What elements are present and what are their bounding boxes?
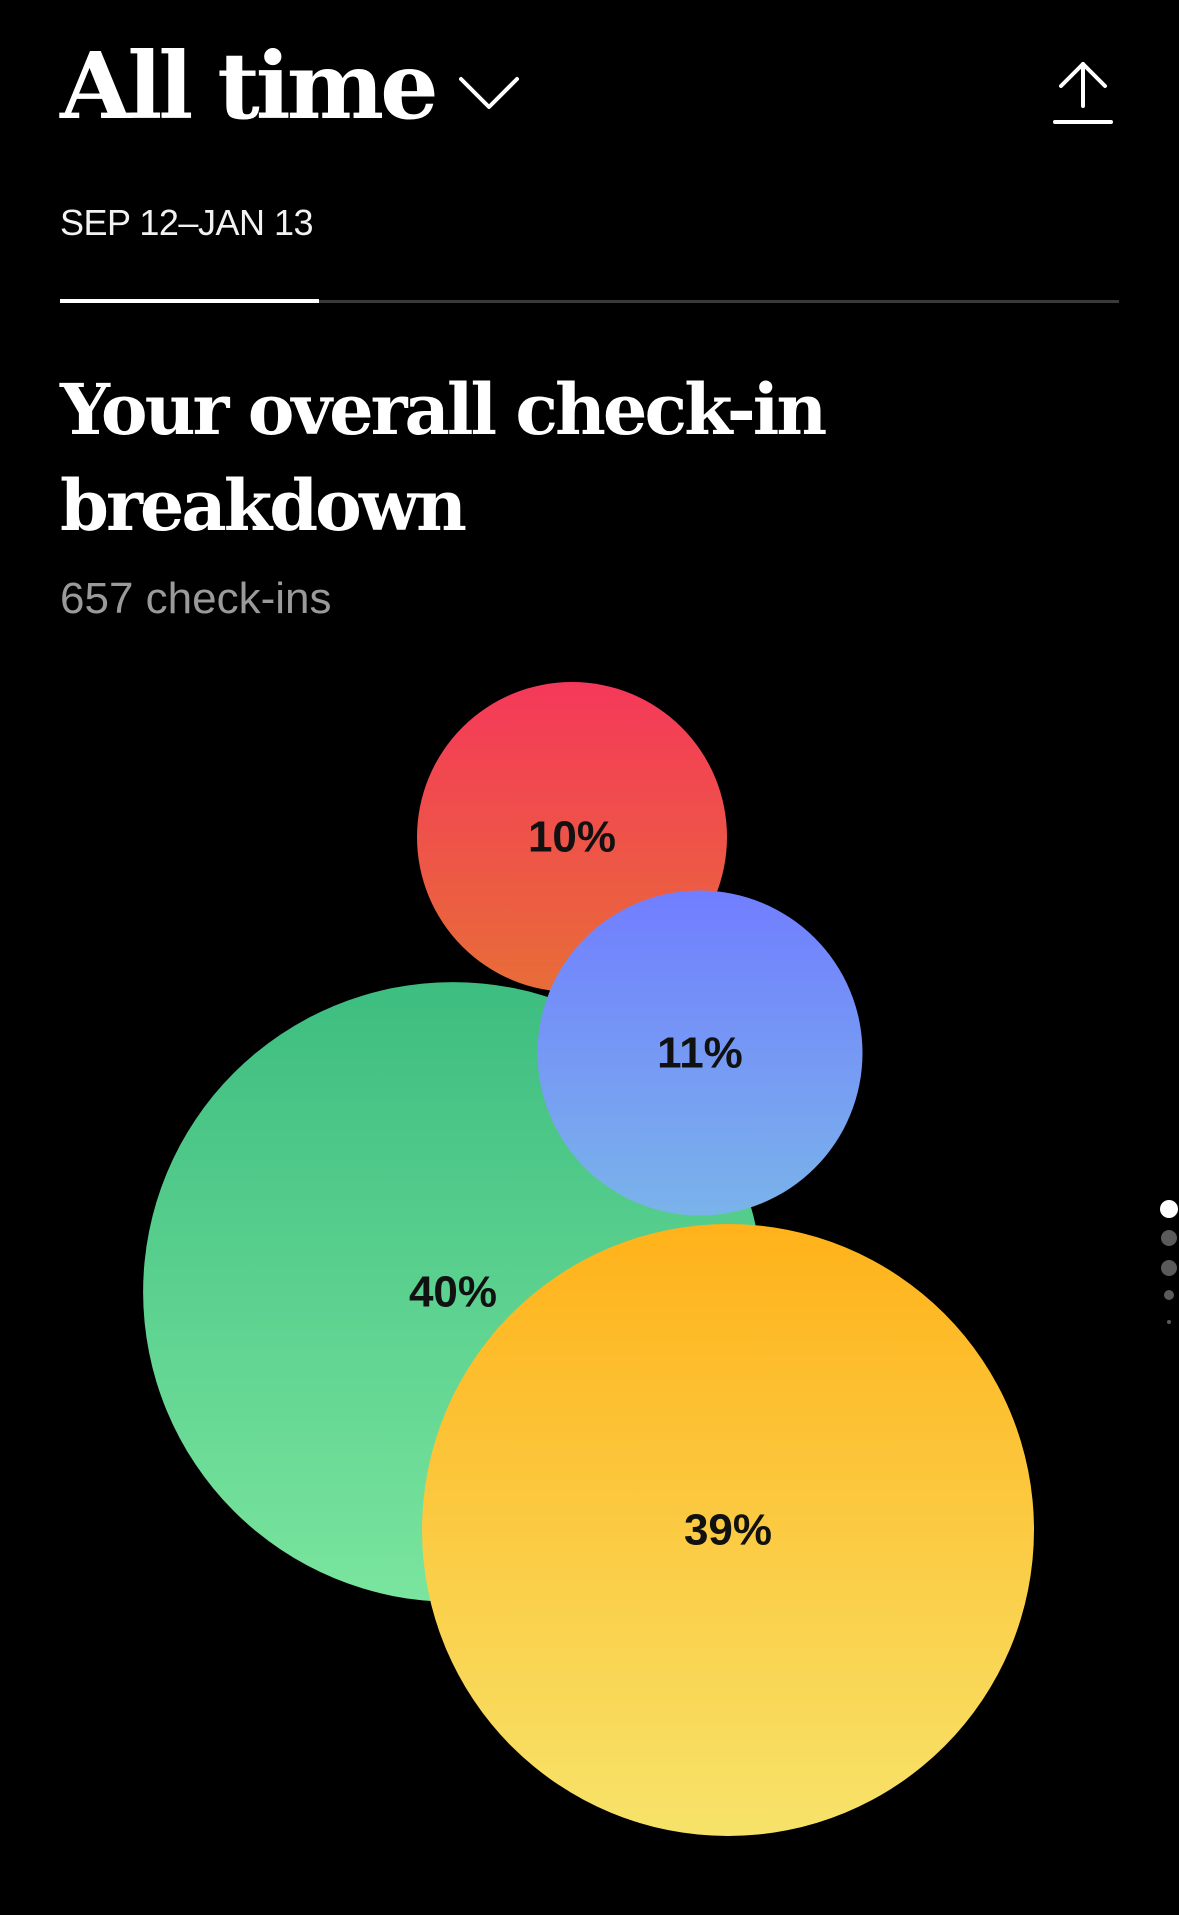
page-dot[interactable] bbox=[1161, 1260, 1177, 1276]
checkin-count: 657 check-ins bbox=[60, 574, 332, 623]
page-dot[interactable] bbox=[1161, 1230, 1177, 1246]
bubble-label-yellow: 39% bbox=[684, 1506, 772, 1555]
bubble-red bbox=[417, 682, 727, 992]
page-dot[interactable] bbox=[1164, 1290, 1174, 1300]
story-progress-track bbox=[60, 299, 1119, 303]
bubble-label-green: 40% bbox=[409, 1268, 497, 1317]
title-line-1: Your overall check-in bbox=[60, 368, 827, 451]
header: All time bbox=[60, 40, 521, 132]
page-dot-active[interactable] bbox=[1160, 1200, 1178, 1218]
story-progress-fill bbox=[60, 299, 320, 303]
page-dot[interactable] bbox=[1167, 1320, 1171, 1324]
time-range-dropdown[interactable]: All time bbox=[60, 32, 439, 140]
chevron-down-icon[interactable] bbox=[457, 73, 521, 113]
bubble-label-red: 10% bbox=[528, 813, 616, 862]
share-icon[interactable] bbox=[1053, 58, 1113, 128]
date-range: SEP 12–JAN 13 bbox=[60, 202, 314, 243]
bubble-blue bbox=[537, 890, 863, 1216]
bubble-label-blue: 11% bbox=[657, 1029, 743, 1078]
page-indicator bbox=[1159, 1200, 1179, 1340]
bubble-green bbox=[143, 982, 763, 1602]
title-line-2: breakdown bbox=[60, 464, 467, 547]
page-title: Your overall check-in breakdown bbox=[60, 362, 960, 554]
bubble-yellow bbox=[422, 1224, 1034, 1836]
